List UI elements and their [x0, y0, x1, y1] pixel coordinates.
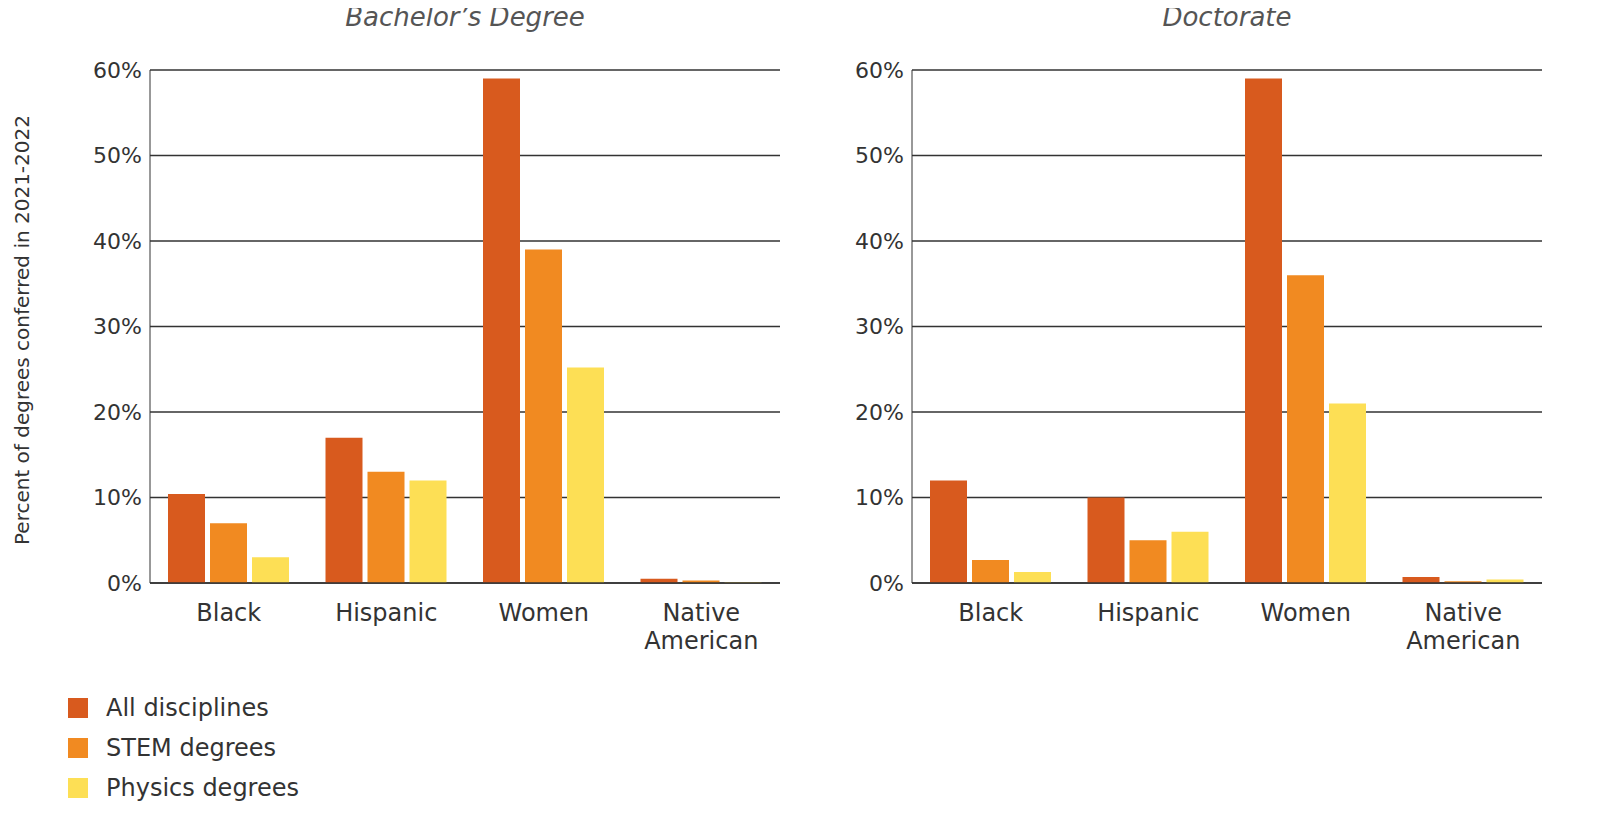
svg-text:Black: Black	[958, 599, 1023, 627]
html-text:All disciplines: All disciplines	[106, 694, 269, 722]
html-text:STEM degrees: STEM degrees	[106, 734, 276, 762]
svg-text:10%: 10%	[855, 485, 904, 510]
svg-text:NativeAmerican: NativeAmerican	[1406, 599, 1520, 655]
html-text:Physics degrees: Physics degrees	[106, 774, 299, 802]
svg-text:40%: 40%	[855, 229, 904, 254]
svg-text:50%: 50%	[93, 143, 142, 168]
svg-text:60%: 60%	[855, 58, 904, 83]
svg-text:20%: 20%	[93, 400, 142, 425]
svg-text:Hispanic: Hispanic	[335, 599, 437, 627]
svg-text:0%: 0%	[869, 571, 904, 596]
svg-text:Black: Black	[196, 599, 261, 627]
svg-text:10%: 10%	[93, 485, 142, 510]
svg-text:Women: Women	[1261, 599, 1351, 627]
svg-text:40%: 40%	[93, 229, 142, 254]
svg-text:30%: 30%	[93, 314, 142, 339]
svg-text:30%: 30%	[855, 314, 904, 339]
html-text:Percent of degrees conferred i: Percent of degrees conferred in 2021-202…	[10, 115, 34, 545]
html-text:Doctorate: Doctorate	[1162, 2, 1292, 32]
svg-text:Hispanic: Hispanic	[1097, 599, 1199, 627]
svg-text:Women: Women	[499, 599, 589, 627]
svg-text:60%: 60%	[93, 58, 142, 83]
svg-text:20%: 20%	[855, 400, 904, 425]
html-text:Bachelor’s Degree: Bachelor’s Degree	[345, 2, 585, 32]
svg-text:50%: 50%	[855, 143, 904, 168]
svg-text:0%: 0%	[107, 571, 142, 596]
svg-text:NativeAmerican: NativeAmerican	[644, 599, 758, 655]
